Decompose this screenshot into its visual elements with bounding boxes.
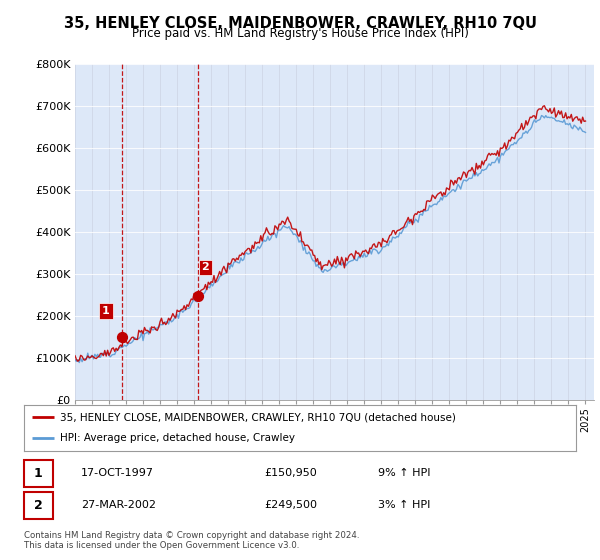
Text: Price paid vs. HM Land Registry's House Price Index (HPI): Price paid vs. HM Land Registry's House …: [131, 27, 469, 40]
Text: 17-OCT-1997: 17-OCT-1997: [81, 468, 154, 478]
Text: 9% ↑ HPI: 9% ↑ HPI: [378, 468, 431, 478]
Text: HPI: Average price, detached house, Crawley: HPI: Average price, detached house, Craw…: [60, 433, 295, 444]
Text: 1: 1: [34, 466, 43, 480]
Text: 35, HENLEY CLOSE, MAIDENBOWER, CRAWLEY, RH10 7QU: 35, HENLEY CLOSE, MAIDENBOWER, CRAWLEY, …: [64, 16, 536, 31]
Text: £249,500: £249,500: [264, 500, 317, 510]
Text: 27-MAR-2002: 27-MAR-2002: [81, 500, 156, 510]
Text: £150,950: £150,950: [264, 468, 317, 478]
Text: 3% ↑ HPI: 3% ↑ HPI: [378, 500, 430, 510]
Text: 35, HENLEY CLOSE, MAIDENBOWER, CRAWLEY, RH10 7QU (detached house): 35, HENLEY CLOSE, MAIDENBOWER, CRAWLEY, …: [60, 412, 456, 422]
Text: 2: 2: [34, 498, 43, 512]
Text: Contains HM Land Registry data © Crown copyright and database right 2024.
This d: Contains HM Land Registry data © Crown c…: [24, 531, 359, 550]
Point: [193, 291, 203, 300]
Text: 1: 1: [102, 306, 110, 316]
Text: 2: 2: [202, 263, 209, 272]
Point: [118, 333, 127, 342]
